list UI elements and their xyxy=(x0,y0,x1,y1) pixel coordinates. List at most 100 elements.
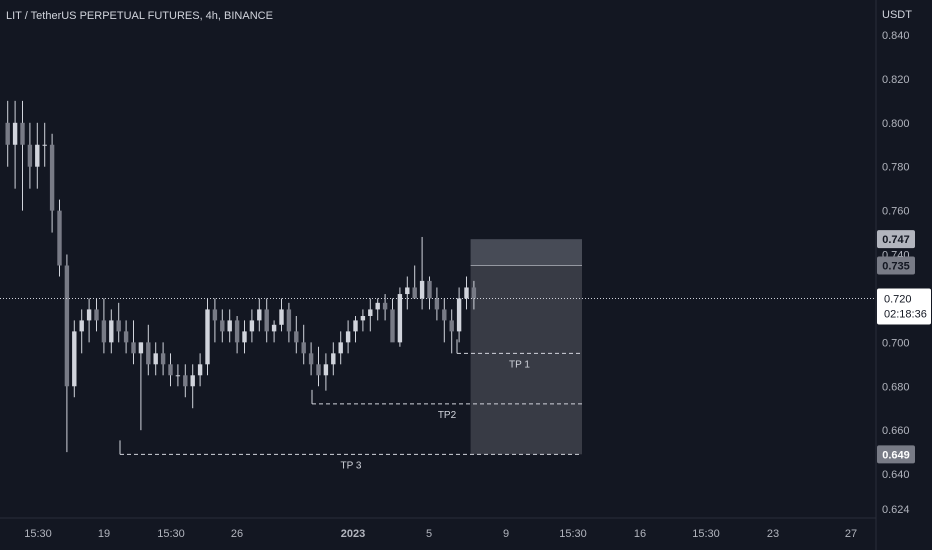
bar-countdown-label: 02:18:36 xyxy=(884,308,927,320)
candle-body xyxy=(442,309,447,321)
candle-body xyxy=(183,375,188,387)
x-tick-label: 15:30 xyxy=(692,528,720,540)
candle-body xyxy=(79,320,84,332)
candle-body xyxy=(257,309,262,321)
candle-body xyxy=(419,280,425,299)
y-tick-label: 0.800 xyxy=(882,118,910,130)
candle-body xyxy=(471,287,477,299)
candle-body xyxy=(35,144,40,167)
candle-body xyxy=(64,265,70,387)
candle-body xyxy=(338,342,343,354)
candle-body xyxy=(294,331,299,343)
x-tick-label: 5 xyxy=(426,528,432,540)
candle-body xyxy=(405,287,410,295)
x-tick-label: 9 xyxy=(503,528,509,540)
y-tick-label: 0.840 xyxy=(882,30,910,42)
candle-body xyxy=(279,309,284,325)
candle-body xyxy=(242,331,247,343)
candle-body xyxy=(316,364,321,376)
candle-body xyxy=(131,342,136,354)
y-tick-label: 0.760 xyxy=(882,206,910,218)
candle-body xyxy=(323,364,329,376)
candle-body xyxy=(464,287,469,299)
candle-body xyxy=(375,302,380,310)
candle-body xyxy=(331,353,336,365)
x-tick-label: 15:30 xyxy=(559,528,587,540)
candle-body xyxy=(345,331,351,343)
current-price-badge xyxy=(877,288,931,325)
candle-body xyxy=(190,375,195,387)
candle-body xyxy=(160,353,166,365)
price-mark-badge xyxy=(877,256,915,275)
candle-body xyxy=(49,144,55,211)
candle-body xyxy=(101,320,107,343)
candle-body xyxy=(212,309,218,321)
price-mark-badge xyxy=(877,230,915,249)
candle-body xyxy=(94,309,99,321)
chart-title: LIT / TetherUS PERPETUAL FUTURES, 4h, BI… xyxy=(6,10,273,22)
candle-body xyxy=(397,294,403,343)
candle-body xyxy=(382,302,388,310)
candle-body xyxy=(72,331,77,387)
y-tick-label: 0.680 xyxy=(882,381,910,393)
candle-body xyxy=(12,122,18,145)
candle-body xyxy=(175,375,181,377)
candle-body xyxy=(57,210,62,266)
x-tick-label: 2023 xyxy=(341,528,365,540)
current-price-label: 0.720 xyxy=(884,293,912,305)
position-box-target-zone[interactable] xyxy=(470,265,582,455)
candle-body xyxy=(368,309,373,317)
price-mark-label: 0.735 xyxy=(882,261,910,273)
candle-body xyxy=(123,331,129,343)
candle-body xyxy=(5,122,10,145)
candle-body xyxy=(286,309,292,332)
candle-body xyxy=(249,320,255,332)
candle-body xyxy=(42,144,47,146)
candle-body xyxy=(116,320,121,332)
candle-body xyxy=(301,342,306,354)
y-tick-label: 0.820 xyxy=(882,74,910,86)
candle-body xyxy=(168,364,173,376)
y-tick-label: 0.624 xyxy=(882,504,910,516)
candle-body xyxy=(360,316,366,321)
price-mark-label: 0.649 xyxy=(882,449,910,461)
candle-body xyxy=(146,342,151,365)
x-tick-label: 23 xyxy=(767,528,779,540)
y-tick-label: 0.640 xyxy=(882,469,910,481)
candle-body xyxy=(390,309,395,343)
candle-body xyxy=(27,144,33,167)
x-tick-label: 15:30 xyxy=(24,528,52,540)
candle-body xyxy=(86,309,92,321)
position-box-stop-zone[interactable] xyxy=(470,239,582,266)
take-profit-label: TP 3 xyxy=(341,460,362,471)
x-tick-label: 27 xyxy=(845,528,857,540)
candle-body xyxy=(412,287,417,299)
candle-body xyxy=(197,364,203,376)
candle-body xyxy=(308,353,314,365)
candle-body xyxy=(220,320,225,332)
candle-body xyxy=(205,309,210,365)
take-profit-label: TP2 xyxy=(438,410,457,421)
take-profit-label: TP 1 xyxy=(509,359,530,370)
y-tick-label: 0.660 xyxy=(882,425,910,437)
candle-body xyxy=(353,320,358,332)
price-unit-label: USDT xyxy=(882,9,912,21)
x-tick-label: 16 xyxy=(634,528,646,540)
y-tick-label: 0.700 xyxy=(882,337,910,349)
candle-body xyxy=(234,320,240,343)
x-tick-label: 15:30 xyxy=(157,528,185,540)
y-tick-label: 0.780 xyxy=(882,162,910,174)
candle-body xyxy=(456,298,462,332)
price-mark-label: 0.747 xyxy=(882,234,910,246)
candle-body xyxy=(109,320,114,343)
candle-body xyxy=(427,280,432,299)
price-mark-badge xyxy=(877,445,915,464)
x-tick-label: 26 xyxy=(231,528,243,540)
candle-body xyxy=(227,320,232,332)
candle-body xyxy=(153,353,158,365)
x-tick-label: 19 xyxy=(98,528,110,540)
candle-body xyxy=(20,122,25,145)
candle-body xyxy=(434,298,440,310)
